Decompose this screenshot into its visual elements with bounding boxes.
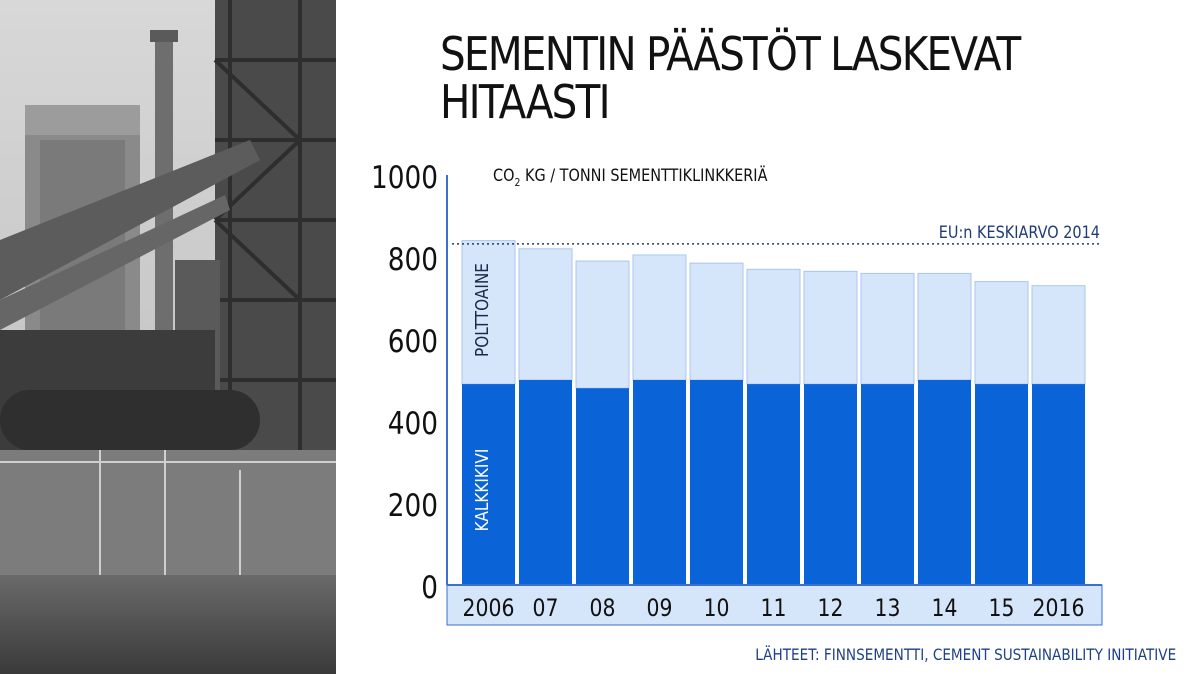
x-tick-label: 07	[533, 594, 559, 622]
x-tick-label: 12	[818, 594, 844, 622]
x-tick-label: 2016	[1033, 594, 1085, 622]
bar-limestone	[975, 384, 1028, 585]
chart-title: SEMENTIN PÄÄSTÖT LASKEVAT HITAASTI	[440, 27, 1021, 129]
bar-limestone	[576, 388, 629, 585]
bar-limestone	[918, 380, 971, 585]
bar-limestone	[633, 380, 686, 585]
y-tick-labels: 0 200 400 600 800 1000	[371, 159, 438, 606]
x-tick-label: 15	[989, 594, 1015, 622]
y-tick-label: 1000	[371, 159, 438, 196]
bar-limestone	[519, 380, 572, 585]
bar-fuel	[746, 268, 801, 385]
y-tick-label: 200	[388, 487, 438, 524]
bar-fuel	[632, 254, 687, 381]
bar-limestone	[1032, 384, 1085, 585]
cement-plant-photo-drawing	[0, 0, 336, 674]
bar-limestone	[690, 380, 743, 585]
unit-label: CO2 KG / TONNI SEMENTTIKLINKKERIÄ	[493, 165, 768, 189]
bar-fuel	[575, 260, 630, 389]
y-tick-label: 600	[388, 323, 438, 360]
bar-fuel	[518, 248, 573, 381]
bar-limestone	[804, 384, 857, 585]
x-axis-band	[446, 584, 1103, 626]
y-tick-label: 400	[388, 405, 438, 442]
bar-limestone	[861, 384, 914, 585]
bar-fuel	[860, 272, 915, 385]
bar-limestone	[462, 384, 515, 585]
eu-average-label: EU:n KESKIARVO 2014	[939, 222, 1100, 242]
x-tick-label: 10	[704, 594, 730, 622]
x-tick-labels: 2006 07 08 09 10 11 12 13 14 15 2016	[463, 594, 1085, 622]
x-tick-label: 08	[590, 594, 616, 622]
bar-fuel	[974, 281, 1029, 385]
x-tick-label: 13	[875, 594, 901, 622]
unit-label-co: CO	[493, 165, 514, 185]
bar-limestone	[747, 384, 800, 585]
x-tick-label: 14	[932, 594, 958, 622]
bar-fuel	[1031, 285, 1086, 385]
unit-label-rest: KG / TONNI SEMENTTIKLINKKERIÄ	[520, 165, 767, 185]
x-tick-label: 2006	[463, 594, 515, 622]
bar-fuel	[689, 262, 744, 381]
series-label-limestone: KALKKIKIVI	[471, 449, 493, 532]
bar-fuel	[917, 272, 972, 381]
cement-plant-photo	[0, 0, 336, 674]
source-note: LÄHTEET: FINNSEMENTTI, CEMENT SUSTAINABI…	[755, 645, 1176, 664]
y-tick-label: 800	[388, 241, 438, 278]
x-tick-label: 11	[761, 594, 787, 622]
x-tick-label: 09	[647, 594, 673, 622]
bar-fuel	[461, 240, 516, 385]
series-label-fuel: POLTTOAINE	[471, 263, 493, 357]
bar-fuel	[803, 270, 858, 385]
unit-label-sub: 2	[514, 177, 520, 189]
y-tick-label: 0	[421, 569, 438, 606]
bars-group	[461, 240, 1086, 585]
